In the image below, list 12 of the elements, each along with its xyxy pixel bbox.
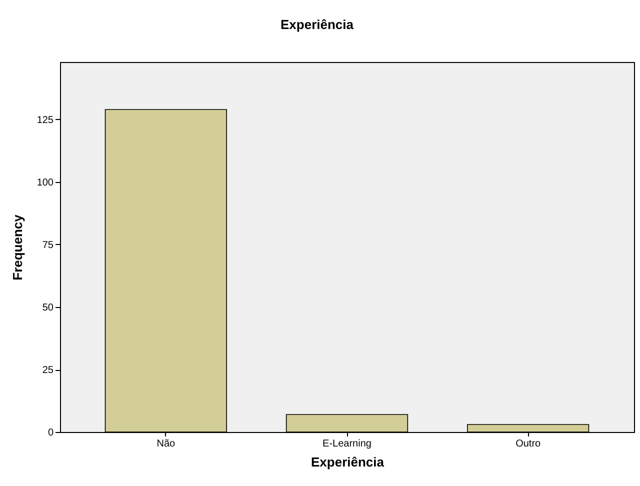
x-axis-title: Experiência: [311, 454, 385, 470]
x-tick-label: Não: [156, 438, 176, 450]
chart-title: Experiência: [280, 17, 354, 32]
y-axis-title: Frequency: [10, 214, 25, 280]
x-tick-label: Outro: [516, 438, 542, 450]
y-tick-label: 25: [42, 365, 54, 376]
y-tick-label: 125: [36, 115, 54, 126]
y-tick-label: 50: [42, 302, 54, 314]
y-tick-label: 100: [36, 178, 54, 188]
y-tick-label: 0: [48, 428, 54, 438]
y-tick-label: 75: [42, 240, 54, 251]
x-tick-label: E-Learning: [322, 438, 372, 450]
